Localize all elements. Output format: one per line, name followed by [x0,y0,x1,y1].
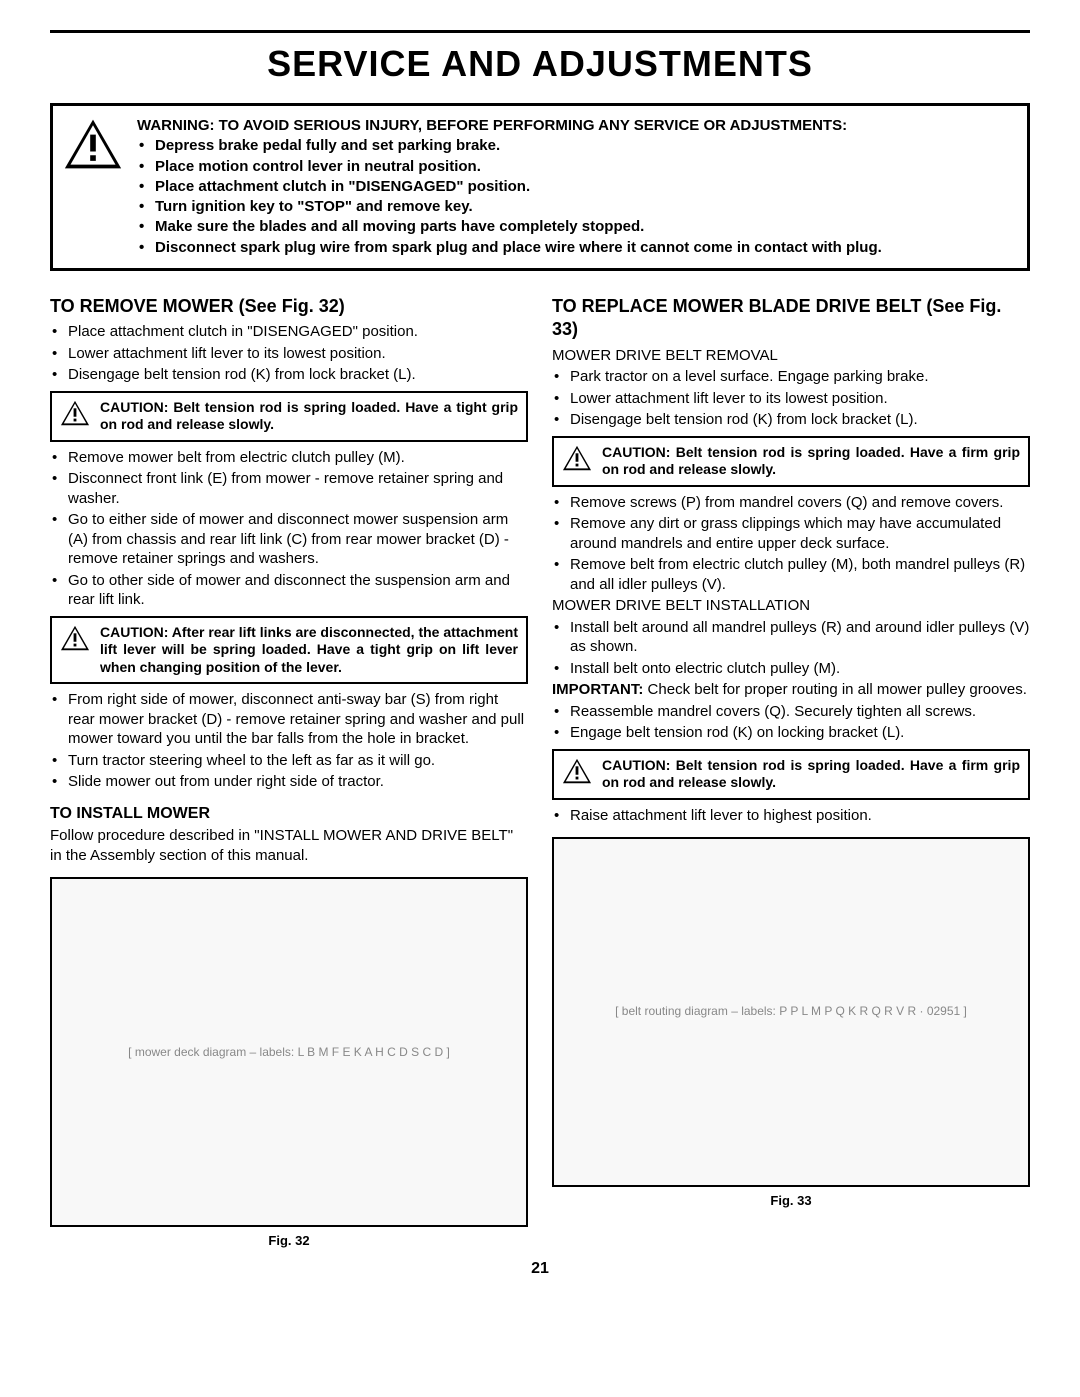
caution-icon [562,757,592,791]
removal-list-a: Park tractor on a level surface. Engage … [552,367,1030,430]
list-item: Go to other side of mower and disconnect… [68,571,528,610]
belt-removal-subhead: MOWER DRIVE BELT REMOVAL [552,346,1030,366]
warning-item: Disconnect spark plug wire from spark pl… [155,238,1013,258]
list-item: Disengage belt tension rod (K) from lock… [570,410,1030,430]
list-item: Place attachment clutch in "DISENGAGED" … [68,322,528,342]
caution-text: CAUTION: Belt tension rod is spring load… [100,399,518,434]
caution-box-2: CAUTION: After rear lift links are disco… [50,616,528,685]
list-item: Reassemble mandrel covers (Q). Securely … [570,702,1030,722]
belt-install-subhead: MOWER DRIVE BELT INSTALLATION [552,596,1030,616]
list-item: Turn tractor steering wheel to the left … [68,751,528,771]
page-title: SERVICE AND ADJUSTMENTS [50,43,1030,85]
left-column: TO REMOVE MOWER (See Fig. 32) Place atta… [50,289,528,1251]
caution-icon [60,399,90,433]
list-item: Disengage belt tension rod (K) from lock… [68,365,528,385]
caution-box-4: CAUTION: Belt tension rod is spring load… [552,749,1030,800]
list-item: Remove belt from electric clutch pulley … [570,555,1030,594]
removal-list-b: Remove screws (P) from mandrel covers (Q… [552,493,1030,595]
remove-list-b: Remove mower belt from electric clutch p… [50,448,528,610]
warning-item: Turn ignition key to "STOP" and remove k… [155,197,1013,217]
right-column: TO REPLACE MOWER BLADE DRIVE BELT (See F… [552,289,1030,1251]
install-list-c: Raise attachment lift lever to highest p… [552,806,1030,826]
install-text: Follow procedure described in "INSTALL M… [50,826,528,865]
top-rule [50,30,1030,33]
list-item: Install belt around all mandrel pulleys … [570,618,1030,657]
remove-list-c: From right side of mower, disconnect ant… [50,690,528,792]
caution-box-3: CAUTION: Belt tension rod is spring load… [552,436,1030,487]
warning-item: Make sure the blades and all moving part… [155,217,1013,237]
remove-mower-heading: TO REMOVE MOWER (See Fig. 32) [50,295,528,318]
list-item: Lower attachment lift lever to its lowes… [570,389,1030,409]
page-number: 21 [50,1260,1030,1278]
caution-text: CAUTION: Belt tension rod is spring load… [602,757,1020,792]
two-column-layout: TO REMOVE MOWER (See Fig. 32) Place atta… [50,289,1030,1251]
warning-icon [63,116,123,177]
list-item: Park tractor on a level surface. Engage … [570,367,1030,387]
list-item: Go to either side of mower and disconnec… [68,510,528,569]
list-item: Remove mower belt from electric clutch p… [68,448,528,468]
list-item: Slide mower out from under right side of… [68,772,528,792]
caution-icon [60,624,90,658]
list-item: Disconnect front link (E) from mower - r… [68,469,528,508]
warning-list: Depress brake pedal fully and set parkin… [137,136,1013,258]
caution-box-1: CAUTION: Belt tension rod is spring load… [50,391,528,442]
replace-belt-heading: TO REPLACE MOWER BLADE DRIVE BELT (See F… [552,295,1030,342]
install-list-b: Reassemble mandrel covers (Q). Securely … [552,702,1030,743]
figure-placeholder: [ belt routing diagram – labels: P P L M… [615,1004,967,1020]
warning-item: Depress brake pedal fully and set parkin… [155,136,1013,156]
install-list-a: Install belt around all mandrel pulleys … [552,618,1030,679]
warning-item: Place attachment clutch in "DISENGAGED" … [155,177,1013,197]
important-note: IMPORTANT: Check belt for proper routing… [552,680,1030,700]
important-label: IMPORTANT: [552,681,643,698]
important-text: Check belt for proper routing in all mow… [643,681,1027,698]
list-item: Remove any dirt or grass clippings which… [570,514,1030,553]
caution-text: CAUTION: After rear lift links are disco… [100,624,518,677]
warning-item: Place motion control lever in neutral po… [155,157,1013,177]
caution-icon [562,444,592,478]
fig32-caption: Fig. 32 [50,1233,528,1250]
figure-33: [ belt routing diagram – labels: P P L M… [552,837,1030,1187]
install-mower-heading: TO INSTALL MOWER [50,804,528,825]
caution-text: CAUTION: Belt tension rod is spring load… [602,444,1020,479]
list-item: Lower attachment lift lever to its lowes… [68,344,528,364]
list-item: Install belt onto electric clutch pulley… [570,659,1030,679]
remove-list-a: Place attachment clutch in "DISENGAGED" … [50,322,528,385]
figure-32: [ mower deck diagram – labels: L B M F E… [50,877,528,1227]
fig33-caption: Fig. 33 [552,1193,1030,1210]
list-item: Engage belt tension rod (K) on locking b… [570,723,1030,743]
list-item: From right side of mower, disconnect ant… [68,690,528,749]
figure-placeholder: [ mower deck diagram – labels: L B M F E… [128,1045,450,1061]
list-item: Remove screws (P) from mandrel covers (Q… [570,493,1030,513]
warning-heading: WARNING: TO AVOID SERIOUS INJURY, BEFORE… [137,116,1013,136]
list-item: Raise attachment lift lever to highest p… [570,806,1030,826]
warning-box: WARNING: TO AVOID SERIOUS INJURY, BEFORE… [50,103,1030,271]
warning-content: WARNING: TO AVOID SERIOUS INJURY, BEFORE… [137,116,1013,258]
